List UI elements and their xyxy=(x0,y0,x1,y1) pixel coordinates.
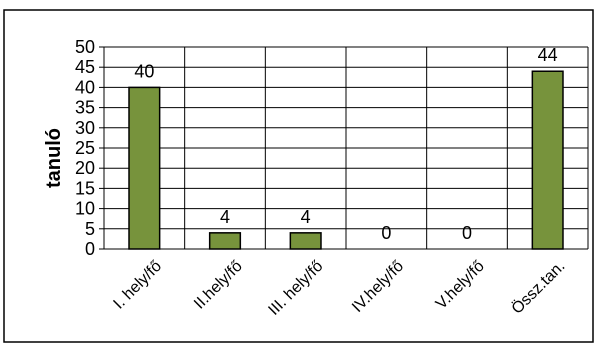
y-tick-label: 45 xyxy=(75,57,95,77)
chart-border xyxy=(3,9,594,343)
bars xyxy=(128,70,564,250)
gridlines xyxy=(99,46,589,250)
y-tick-label: 40 xyxy=(75,77,95,97)
y-tick-label: 50 xyxy=(75,37,95,57)
y-tick-label: 35 xyxy=(75,98,95,118)
y-tick-label: 10 xyxy=(75,199,95,219)
bar xyxy=(128,86,161,250)
y-tick-label: 0 xyxy=(85,239,95,259)
y-tick-label: 20 xyxy=(75,158,95,178)
bar xyxy=(531,70,564,250)
data-label: 44 xyxy=(538,45,558,65)
y-tick-label: 15 xyxy=(75,178,95,198)
data-label: 40 xyxy=(134,61,154,81)
y-axis-label: tanuló xyxy=(43,128,65,188)
bar xyxy=(208,232,242,250)
y-tick-label: 5 xyxy=(85,219,95,239)
data-labels: 404 40 044 xyxy=(134,45,557,243)
bar xyxy=(289,232,322,250)
data-label: 4 xyxy=(301,207,311,227)
y-tick-label: 25 xyxy=(75,138,95,158)
data-label: 4 xyxy=(220,207,230,227)
data-label: 0 xyxy=(462,223,472,243)
y-tick-label: 30 xyxy=(75,118,95,138)
data-label: 0 xyxy=(381,223,391,243)
